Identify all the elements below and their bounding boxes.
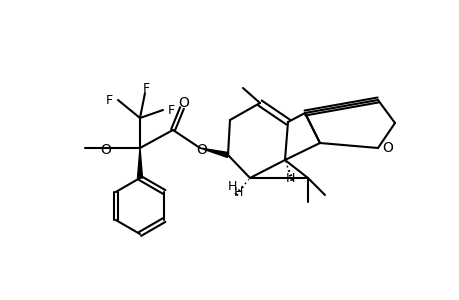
Polygon shape bbox=[137, 148, 142, 178]
Text: O: O bbox=[196, 143, 207, 157]
Text: F: F bbox=[167, 103, 174, 116]
Text: O: O bbox=[101, 143, 111, 157]
Text: H: H bbox=[285, 172, 294, 184]
Text: H: H bbox=[233, 185, 242, 199]
Text: H: H bbox=[227, 179, 236, 193]
Text: O: O bbox=[382, 141, 392, 155]
Text: F: F bbox=[142, 82, 149, 94]
Text: F: F bbox=[105, 94, 112, 106]
Text: O: O bbox=[178, 96, 189, 110]
Polygon shape bbox=[200, 148, 228, 158]
